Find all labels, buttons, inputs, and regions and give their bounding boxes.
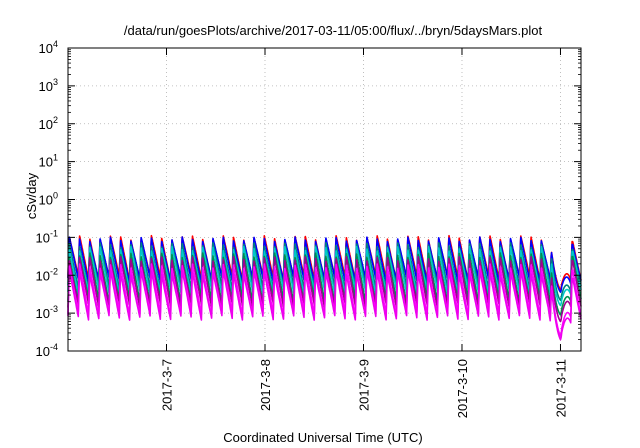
series-lines (67, 234, 582, 341)
x-tick-label: 2017-3-8 (258, 359, 273, 411)
y-tick-exponent: -3 (50, 304, 58, 314)
y-tick-base: 10 (36, 306, 50, 321)
x-axis-label: Coordinated Universal Time (UTC) (223, 430, 422, 445)
x-tick-label: 2017-3-10 (455, 359, 470, 418)
y-tick-base: 10 (39, 193, 53, 208)
y-axis-label: cSv/day (24, 172, 39, 219)
x-tick-label: 2017-3-11 (553, 359, 568, 417)
y-tick-label: 10-4 (36, 342, 58, 359)
y-tick-label: 10-3 (36, 304, 58, 321)
y-tick-label: 104 (39, 39, 58, 56)
y-tick-base: 10 (36, 230, 50, 245)
y-tick-exponent: -1 (50, 228, 58, 238)
y-tick-base: 10 (39, 41, 53, 56)
x-tick-label: 2017-3-9 (356, 359, 371, 411)
series-line (67, 269, 582, 341)
y-tick-exponent: 2 (53, 115, 58, 125)
y-tick-label: 101 (39, 153, 58, 170)
y-tick-exponent: -4 (50, 342, 58, 352)
y-tick-label: 103 (39, 77, 58, 94)
y-tick-label: 10-1 (36, 228, 58, 245)
y-tick-base: 10 (36, 344, 50, 359)
y-tick-exponent: 0 (53, 191, 58, 201)
y-tick-exponent: 4 (53, 39, 58, 49)
x-tick-label: 2017-3-7 (159, 359, 174, 411)
x-tick-labels: 2017-3-7 2017-3-8 2017-3-9 2017-3-10 2017-3-… (159, 359, 568, 418)
y-tick-label: 10-2 (36, 266, 58, 283)
y-tick-base: 10 (39, 79, 53, 94)
y-tick-base: 10 (36, 268, 50, 283)
y-tick-base: 10 (39, 155, 53, 170)
y-tick-exponent: -2 (50, 266, 58, 276)
y-tick-base: 10 (39, 117, 53, 132)
y-tick-exponent: 1 (53, 153, 58, 163)
y-tick-exponent: 3 (53, 77, 58, 87)
y-tick-label: 102 (39, 115, 58, 132)
chart-title: /data/run/goesPlots/archive/2017-03-11/0… (124, 23, 543, 38)
y-tick-label: 100 (39, 191, 58, 208)
axis-ticks (68, 47, 581, 352)
